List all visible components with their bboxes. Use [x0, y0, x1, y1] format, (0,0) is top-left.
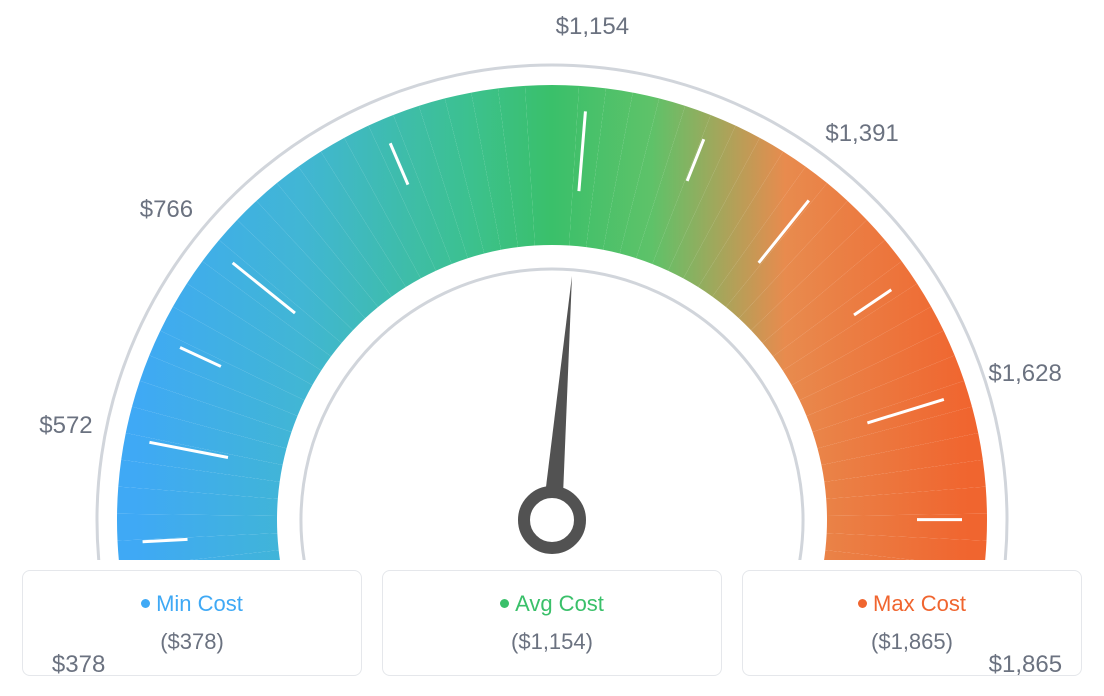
cost-gauge-chart: $378$572$766$1,154$1,391$1,628$1,865 Min…	[20, 20, 1084, 676]
legend-row: Min Cost ($378) Avg Cost ($1,154) Max Co…	[20, 570, 1084, 676]
gauge-svg	[20, 20, 1084, 560]
tick-label: $766	[140, 196, 193, 224]
tick-label: $378	[52, 651, 105, 679]
legend-title-min: Min Cost	[33, 591, 351, 617]
gauge-area: $378$572$766$1,154$1,391$1,628$1,865	[20, 20, 1084, 560]
legend-title-max: Max Cost	[753, 591, 1071, 617]
legend-label-max: Max Cost	[873, 591, 966, 616]
dot-icon	[500, 599, 509, 608]
legend-label-min: Min Cost	[156, 591, 243, 616]
legend-value-avg: ($1,154)	[393, 629, 711, 655]
legend-card-avg: Avg Cost ($1,154)	[382, 570, 722, 676]
tick-label: $1,865	[989, 651, 1062, 679]
legend-label-avg: Avg Cost	[515, 591, 604, 616]
dot-icon	[141, 599, 150, 608]
needle-hub	[524, 492, 580, 548]
tick-label: $1,628	[988, 360, 1061, 388]
dot-icon	[858, 599, 867, 608]
tick-label: $572	[39, 412, 92, 440]
legend-title-avg: Avg Cost	[393, 591, 711, 617]
needle	[542, 276, 572, 521]
tick-label: $1,154	[556, 13, 629, 41]
tick-label: $1,391	[825, 120, 898, 148]
